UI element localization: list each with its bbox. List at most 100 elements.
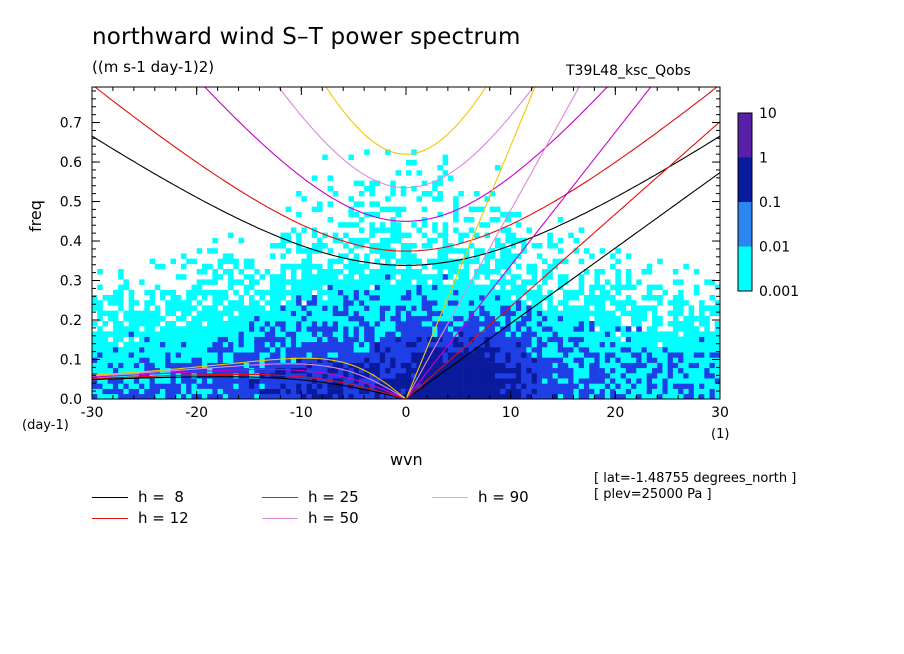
heatmap-cell — [118, 284, 124, 291]
heatmap-cell — [332, 315, 339, 322]
heatmap-cell — [411, 269, 417, 275]
heatmap-cell — [662, 289, 668, 296]
heatmap-cell — [311, 352, 318, 358]
heatmap-cell — [411, 295, 417, 301]
heatmap-cell — [474, 378, 480, 384]
heatmap-cell — [196, 289, 203, 296]
heatmap-cell — [573, 315, 579, 322]
heatmap-cell — [547, 300, 553, 306]
heatmap-cell — [311, 357, 318, 363]
heatmap-cell — [306, 274, 313, 280]
heatmap-cell — [112, 347, 119, 353]
heatmap-cell — [269, 393, 276, 399]
heatmap-cell — [458, 269, 464, 275]
heatmap-cell — [327, 305, 334, 311]
heatmap-cell — [494, 243, 501, 249]
heatmap-cell — [92, 305, 98, 311]
heatmap-cell — [191, 326, 197, 332]
heatmap-cell — [447, 263, 454, 270]
heatmap-cell — [154, 284, 161, 291]
heatmap-cell — [704, 321, 710, 327]
heatmap-cell — [536, 305, 543, 311]
heatmap-cell — [369, 295, 375, 301]
heatmap-cell — [222, 336, 229, 343]
heatmap-cell — [552, 315, 559, 322]
heatmap-cell — [421, 300, 428, 306]
heatmap-cell — [317, 201, 323, 207]
heatmap-cell — [489, 347, 496, 353]
heatmap-cell — [348, 237, 354, 244]
heatmap-cell — [406, 367, 412, 374]
heatmap-cell — [421, 274, 428, 280]
heatmap-cell — [521, 248, 527, 254]
heatmap-cell — [693, 347, 700, 353]
heatmap-cell — [348, 336, 354, 343]
heatmap-cell — [458, 300, 464, 306]
heatmap-cell — [332, 305, 339, 311]
heatmap-cell — [212, 378, 218, 384]
heatmap-cell — [432, 383, 438, 389]
heatmap-cell — [332, 300, 339, 306]
heatmap-cell — [657, 315, 663, 322]
heatmap-cell — [552, 367, 559, 374]
heatmap-cell — [458, 305, 464, 311]
heatmap-cell — [301, 373, 307, 379]
heatmap-cell — [662, 388, 668, 395]
heatmap-cell — [395, 211, 402, 218]
heatmap-cell — [542, 378, 548, 384]
heatmap-cell — [379, 321, 386, 327]
heatmap-cell — [615, 352, 621, 358]
heatmap-cell — [201, 331, 208, 337]
heatmap-cell — [228, 269, 234, 275]
heatmap-cell — [536, 352, 543, 358]
heatmap-cell — [589, 373, 595, 379]
heatmap-cell — [641, 357, 648, 363]
heatmap-cell — [97, 336, 103, 343]
heatmap-cell — [589, 310, 595, 317]
heatmap-cell — [306, 347, 313, 353]
heatmap-cell — [259, 289, 265, 296]
heatmap-cell — [500, 388, 506, 395]
heatmap-cell — [332, 310, 339, 317]
heatmap-cell — [311, 336, 318, 343]
heatmap-cell — [337, 341, 344, 348]
heatmap-cell — [484, 362, 491, 369]
heatmap-cell — [290, 269, 297, 275]
heatmap-cell — [128, 352, 135, 358]
heatmap-cell — [238, 326, 245, 332]
heatmap-cell — [599, 336, 606, 343]
heatmap-cell — [714, 284, 720, 291]
heatmap-cell — [379, 248, 386, 254]
heatmap-cell — [411, 367, 417, 374]
heatmap-cell — [369, 347, 375, 353]
heatmap-cell — [568, 232, 574, 239]
heatmap-cell — [175, 347, 182, 353]
heatmap-cell — [374, 321, 381, 327]
heatmap-cell — [400, 279, 407, 285]
heatmap-cell — [97, 310, 103, 317]
heatmap-cell — [693, 383, 700, 389]
heatmap-cell — [542, 367, 548, 374]
heatmap-cell — [458, 331, 464, 337]
heatmap-cell — [631, 310, 637, 317]
heatmap-cell — [97, 378, 103, 384]
heatmap-cell — [406, 357, 412, 363]
heatmap-cell — [542, 393, 548, 399]
heatmap-cell — [374, 347, 381, 353]
heatmap-cell — [688, 383, 695, 389]
heatmap-cell — [437, 326, 443, 332]
heatmap-cell — [332, 289, 339, 296]
heatmap-cell — [474, 248, 480, 254]
heatmap-cell — [175, 362, 182, 369]
heatmap-cell — [583, 331, 590, 337]
heatmap-cell — [317, 310, 323, 317]
heatmap-cell — [421, 180, 428, 187]
heatmap-cell — [180, 362, 187, 369]
heatmap-cell — [589, 336, 595, 343]
heatmap-cell — [583, 393, 590, 399]
heatmap-cell — [573, 367, 579, 374]
heatmap-cell — [249, 274, 255, 280]
heatmap-cell — [358, 321, 365, 327]
dispersion-curve-h50-gravity — [278, 87, 534, 189]
